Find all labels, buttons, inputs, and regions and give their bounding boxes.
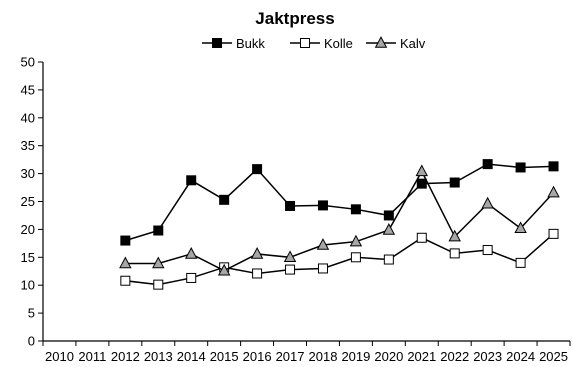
data-point-kolle: [317, 263, 328, 274]
data-point-kolle: [482, 245, 493, 256]
legend-item-bukk: Bukk: [202, 36, 265, 51]
x-tick-label: 2019: [341, 349, 370, 364]
data-point-kalv: [184, 247, 198, 259]
data-point-bukk: [317, 200, 328, 211]
y-tick-label: 10: [21, 278, 35, 293]
data-point-kolle: [186, 272, 197, 283]
data-point-kalv: [349, 234, 363, 247]
series-kolle: [120, 228, 559, 290]
legend-label: Bukk: [236, 36, 265, 51]
data-point-bukk: [449, 177, 460, 188]
legend-marker: [374, 36, 388, 48]
y-tick-label: 15: [21, 250, 35, 265]
data-point-kolle: [548, 228, 559, 239]
y-tick-label: 40: [21, 110, 35, 125]
data-point-bukk: [482, 159, 493, 170]
x-tick-label: 2024: [506, 349, 535, 364]
legend-marker: [300, 38, 310, 48]
x-tick-label: 2010: [45, 349, 74, 364]
series-line-kolle: [125, 233, 555, 286]
data-point-bukk: [186, 175, 197, 186]
data-point-bukk: [120, 235, 131, 246]
x-tick-label: 2017: [276, 349, 305, 364]
data-point-bukk: [153, 225, 164, 236]
x-tick-label: 2013: [144, 349, 173, 364]
data-point-bukk: [383, 210, 394, 221]
data-point-bukk: [252, 164, 263, 175]
x-tick-label: 2016: [243, 349, 272, 364]
data-point-kolle: [449, 248, 460, 259]
data-point-kalv: [415, 164, 429, 177]
x-tick-label: 2022: [440, 349, 469, 364]
y-tick-label: 45: [21, 82, 35, 97]
y-tick-label: 0: [28, 334, 35, 349]
data-point-bukk: [219, 194, 230, 205]
y-tick-label: 35: [21, 138, 35, 153]
x-tick-label: 2021: [407, 349, 436, 364]
y-tick-label: 20: [21, 222, 35, 237]
legend-label: Kolle: [324, 36, 353, 51]
data-point-kalv: [448, 229, 461, 242]
x-tick-label: 2018: [309, 349, 338, 364]
data-point-bukk: [515, 162, 526, 173]
data-point-kolle: [515, 257, 526, 268]
data-point-kolle: [252, 268, 263, 279]
legend-marker: [212, 38, 222, 48]
data-point-bukk: [416, 178, 427, 189]
data-point-kolle: [153, 279, 164, 290]
data-point-kalv: [250, 247, 264, 259]
data-point-kalv: [316, 238, 330, 250]
legend-label: Kalv: [400, 36, 426, 51]
data-point-bukk: [285, 200, 296, 211]
data-point-kalv: [547, 185, 560, 198]
data-point-kolle: [350, 252, 361, 263]
data-point-kolle: [285, 264, 296, 275]
y-tick-label: 5: [28, 306, 35, 321]
legend: Bukk Kolle Kalv: [202, 36, 426, 51]
series-line-kalv: [125, 169, 555, 272]
data-point-kalv: [217, 263, 231, 276]
data-point-kalv: [382, 223, 396, 235]
series-line-bukk: [125, 163, 554, 242]
data-point-kolle: [120, 275, 131, 286]
data-point-kolle: [383, 254, 394, 265]
y-tick-label: 25: [21, 194, 35, 209]
y-tick-label: 50: [21, 55, 35, 70]
x-tick-label: 2020: [374, 349, 403, 364]
data-point-kalv: [152, 256, 165, 269]
series-bukk: [120, 159, 559, 246]
data-point-kalv: [283, 250, 297, 263]
data-point-kolle: [416, 232, 427, 243]
legend-item-kalv: Kalv: [366, 36, 426, 51]
x-tick-label: 2025: [539, 349, 568, 364]
y-tick-label: 30: [21, 166, 35, 181]
data-point-kalv: [514, 221, 527, 234]
x-tick-label: 2012: [111, 349, 140, 364]
data-point-bukk: [350, 204, 361, 215]
x-tick-label: 2023: [473, 349, 502, 364]
chart-title: Jaktpress: [255, 9, 334, 28]
x-tick-label: 2014: [177, 349, 206, 364]
series-kalv: [119, 164, 560, 276]
x-tick-label: 2011: [78, 349, 106, 364]
legend-item-kolle: Kolle: [290, 36, 353, 51]
data-point-kalv: [119, 256, 132, 269]
data-point-bukk: [548, 161, 559, 172]
data-point-kalv: [481, 196, 494, 209]
x-tick-label: 2015: [210, 349, 239, 364]
